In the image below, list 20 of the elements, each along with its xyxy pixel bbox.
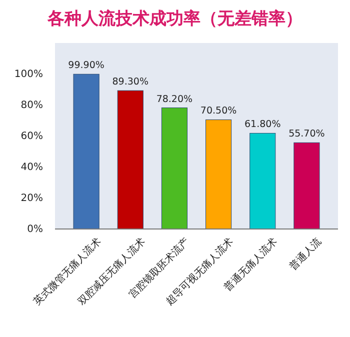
y-tick-label: 80%: [20, 100, 43, 112]
bar: [206, 119, 232, 230]
data-label: 99.90%: [68, 60, 104, 72]
bar: [161, 108, 188, 230]
bar: [73, 74, 100, 230]
y-tick-label: 40%: [20, 162, 43, 174]
x-tick-label: 普通人流: [287, 236, 324, 272]
y-tick-label: 60%: [20, 131, 43, 142]
chart-title: 各种人流技术成功率（无差错率）: [46, 9, 302, 29]
bar: [117, 90, 144, 230]
y-tick-label: 100%: [14, 69, 43, 80]
y-tick-label: 20%: [20, 193, 43, 204]
data-label: 55.70%: [288, 128, 325, 140]
bar: [294, 142, 320, 230]
bar: [250, 132, 276, 230]
data-label: 61.80%: [244, 119, 281, 130]
y-tick-label: 0%: [27, 224, 43, 236]
data-label: 78.20%: [156, 94, 193, 105]
data-label: 89.30%: [112, 76, 148, 88]
data-label: 70.50%: [200, 106, 237, 117]
